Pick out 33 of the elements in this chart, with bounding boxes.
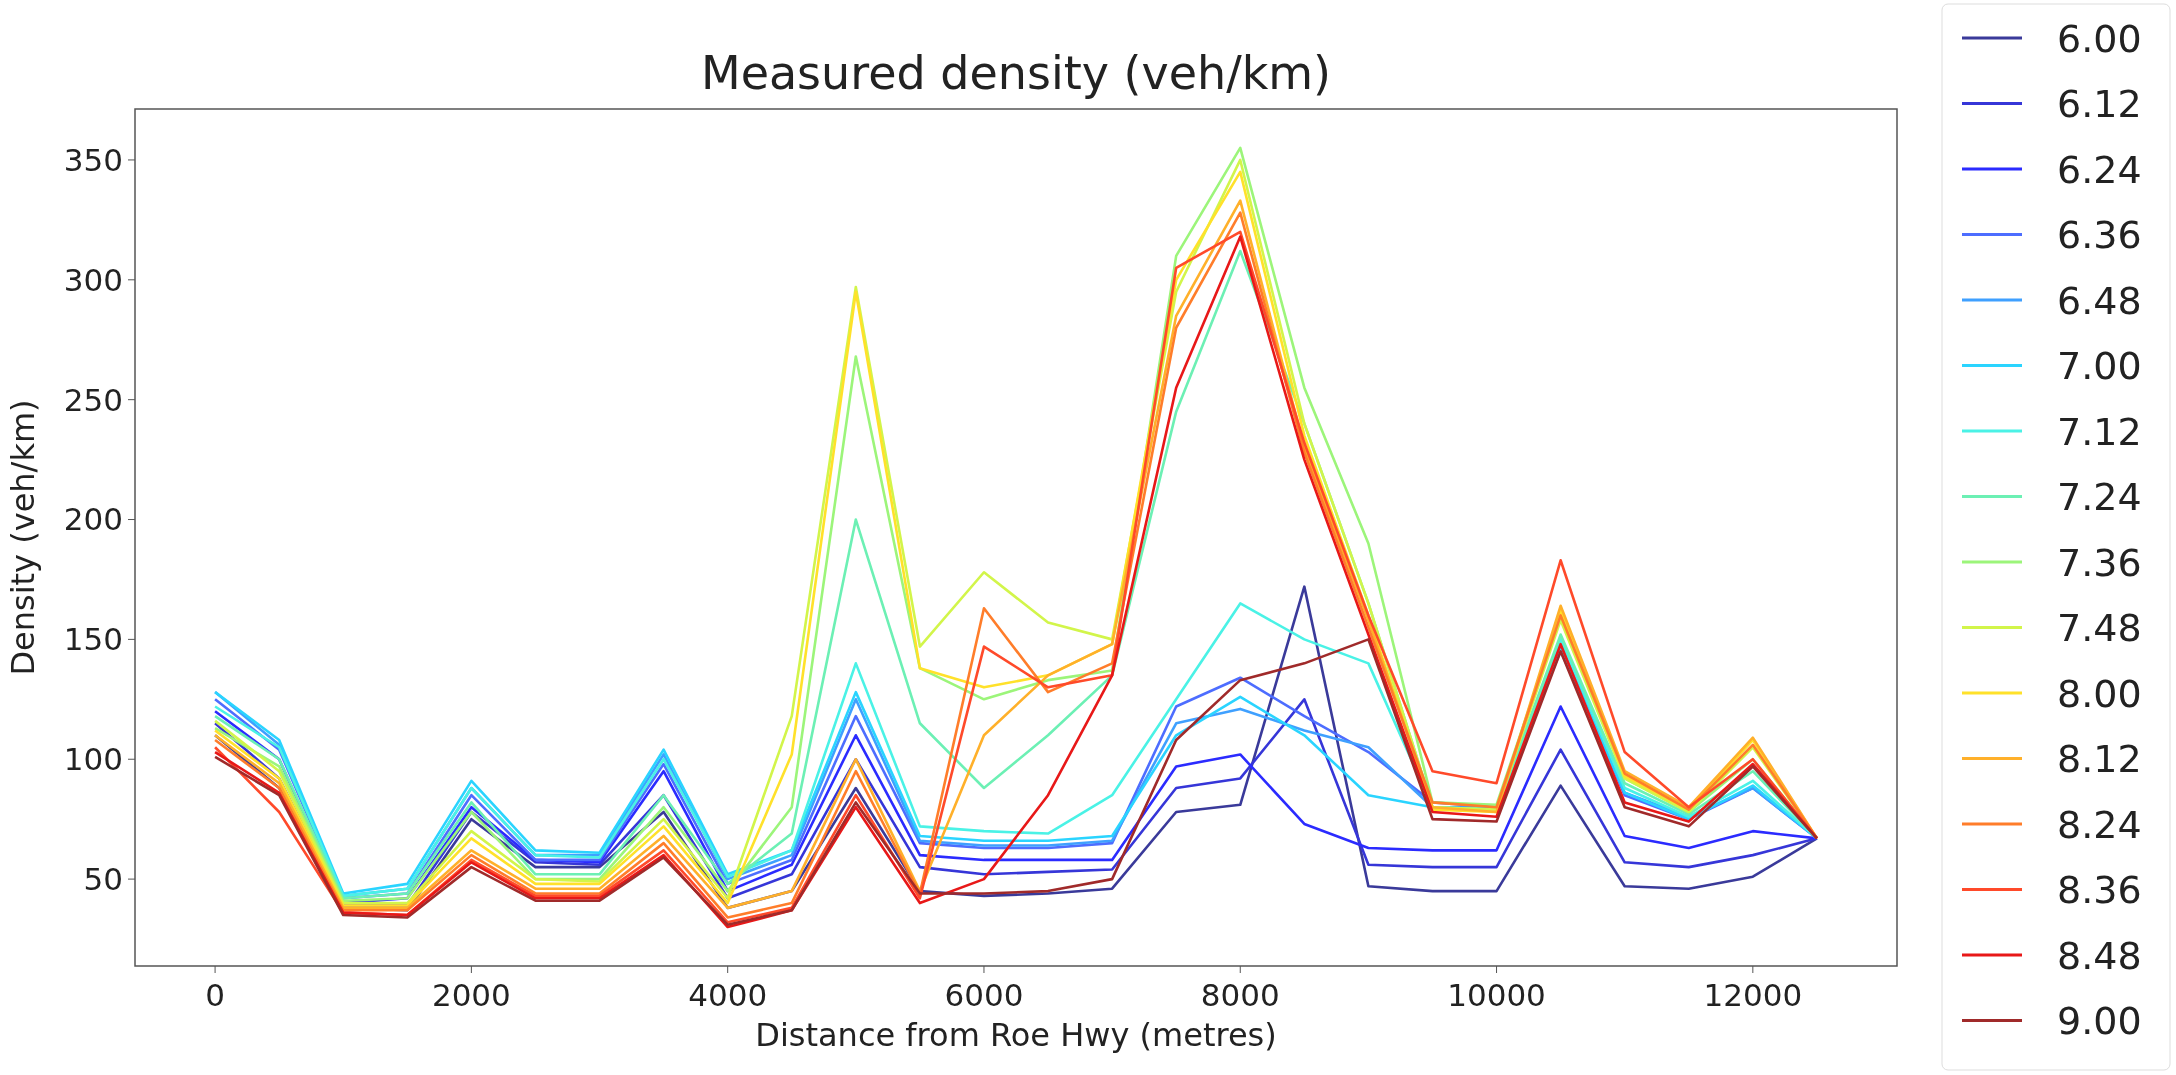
y-tick-label: 50 [83, 860, 123, 897]
legend-label: 8.12 [2057, 737, 2142, 782]
legend-label: 7.24 [2057, 475, 2142, 520]
legend-label: 7.12 [2057, 409, 2142, 454]
x-tick-label: 6000 [944, 977, 1024, 1013]
y-axis-title: Density (veh/km) [4, 399, 42, 676]
y-tick-label: 350 [63, 141, 123, 178]
x-tick-label: 2000 [431, 977, 511, 1013]
legend-label: 8.24 [2057, 802, 2142, 847]
legend-label: 9.00 [2057, 999, 2142, 1044]
y-tick-label: 250 [63, 381, 123, 418]
x-tick-label: 8000 [1200, 977, 1280, 1013]
x-tick-label: 12000 [1703, 977, 1803, 1013]
legend-label: 8.48 [2057, 933, 2142, 978]
y-tick-label: 200 [63, 501, 123, 538]
legend-label: 8.36 [2057, 868, 2142, 913]
y-tick-label: 300 [63, 261, 123, 298]
x-tick-label: 0 [205, 977, 225, 1013]
x-tick-label: 4000 [688, 977, 768, 1013]
legend-label: 7.36 [2057, 540, 2142, 585]
legend-label: 7.00 [2057, 344, 2142, 389]
legend-label: 8.00 [2057, 671, 2142, 716]
y-tick-label: 150 [63, 621, 123, 658]
x-tick-label: 10000 [1447, 977, 1546, 1013]
y-tick-label: 100 [63, 741, 123, 778]
legend-label: 6.36 [2057, 213, 2142, 258]
x-axis-title: Distance from Roe Hwy (metres) [755, 1016, 1277, 1054]
legend-label: 6.48 [2057, 278, 2142, 323]
chart-title: Measured density (veh/km) [700, 46, 1332, 100]
legend-label: 6.12 [2057, 82, 2142, 127]
legend-label: 6.24 [2057, 147, 2142, 192]
legend-label: 7.48 [2057, 606, 2142, 651]
legend-label: 6.00 [2057, 16, 2142, 61]
